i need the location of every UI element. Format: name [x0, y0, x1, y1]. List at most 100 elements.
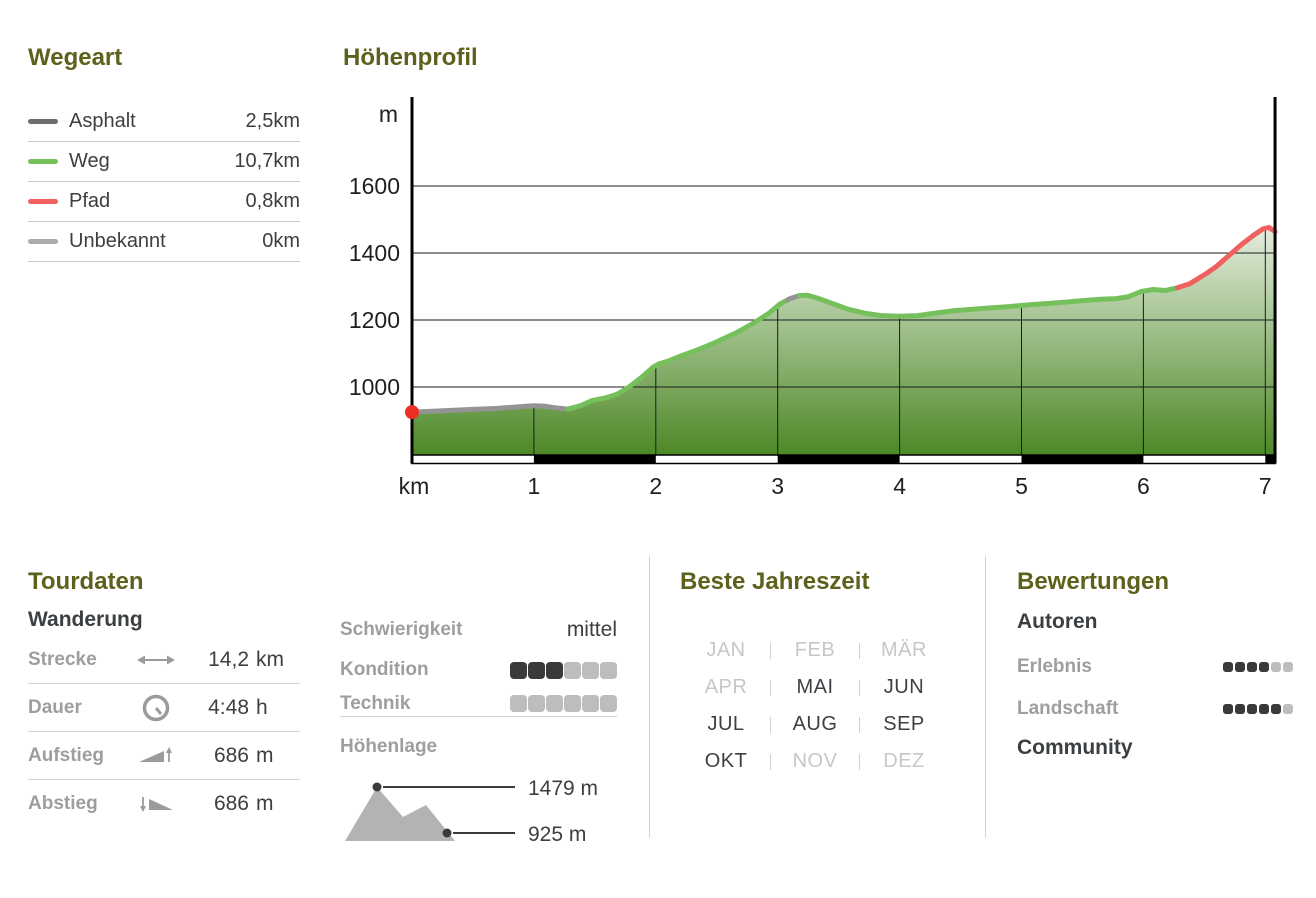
x-tick-label: 5	[1015, 473, 1028, 499]
ratings-section: Bewertungen Autoren Erlebnis Landschaft …	[1017, 560, 1293, 840]
ascent-row: Aufstieg 686 m	[28, 732, 300, 780]
month-row: JAN FEB MÄR	[682, 632, 948, 669]
month-sep: SEP	[883, 713, 925, 735]
rating-square	[1247, 662, 1257, 672]
x-tick-label: 2	[649, 473, 662, 499]
legend-label: Unbekannt	[69, 230, 166, 252]
rating-square	[1223, 704, 1233, 714]
descent-icon	[134, 795, 178, 813]
descent-value: 686	[213, 792, 249, 815]
month-mär: MÄR	[881, 639, 927, 661]
month-jun: JUN	[883, 676, 925, 698]
weg-line-swatch	[28, 159, 58, 164]
distance-row: Strecke 14,2 km	[28, 636, 300, 684]
legend-label: Weg	[69, 150, 110, 172]
rating-square	[564, 661, 581, 679]
legend-row-weg: Weg 10,7km	[28, 142, 300, 182]
month-aug: AUG	[792, 713, 838, 735]
y-tick-label: 1000	[350, 374, 400, 400]
y-tick-label: 1600	[350, 173, 400, 199]
profile-area-fill	[412, 227, 1276, 455]
ascent-label: Aufstieg	[28, 744, 104, 766]
properties-section: Schwierigkeit mittel Kondition Technik H…	[340, 560, 617, 860]
x-tick-label: 6	[1137, 473, 1150, 499]
unbekannt-line-swatch	[28, 239, 58, 244]
tourdaten-title: Tourdaten	[28, 568, 144, 595]
elevation-profile-chart[interactable]: 1000 1200 1400 1600 m km 1 2 3 4 5 6 7	[350, 90, 1300, 510]
month-grid: JAN FEB MÄR APR MAI JUN JUL AUG SEP OKT NOV DEZ	[682, 632, 948, 780]
rating-square	[528, 661, 545, 679]
hoehenprofil-title: Höhenprofil	[343, 44, 478, 71]
experience-label: Erlebnis	[1017, 656, 1092, 677]
legend-value: 10,7km	[234, 150, 300, 172]
section-divider	[985, 556, 986, 838]
start-point-marker[interactable]	[405, 405, 419, 420]
x-axis-unit: km	[399, 473, 430, 499]
legend-row-pfad: Pfad 0,8km	[28, 182, 300, 222]
y-axis-unit: m	[379, 101, 398, 127]
duration-label: Dauer	[28, 696, 82, 718]
legend-value: 2,5km	[245, 110, 300, 132]
legend-row-asphalt: Asphalt 2,5km	[28, 102, 300, 142]
descent-label: Abstieg	[28, 793, 98, 814]
rating-square	[1283, 662, 1293, 672]
authors-subtitle: Autoren	[1017, 610, 1098, 633]
stamina-rating	[509, 661, 617, 679]
community-subtitle: Community	[1017, 736, 1133, 759]
asphalt-line-swatch	[28, 119, 58, 124]
x-tick-label: 4	[893, 473, 906, 499]
wegeart-title: Wegeart	[28, 44, 123, 71]
rating-square	[582, 661, 599, 679]
tourdaten-section: Tourdaten Wanderung Strecke 14,2 km Daue…	[28, 560, 300, 840]
rating-square	[546, 661, 563, 679]
profile-line-weg	[565, 297, 790, 412]
month-okt: OKT	[704, 750, 748, 772]
x-tick-label: 7	[1259, 473, 1272, 499]
month-separator	[859, 716, 860, 733]
stamina-label: Kondition	[340, 659, 429, 680]
duration-unit: h	[256, 695, 268, 719]
altitude-label: Höhenlage	[340, 736, 438, 757]
rating-square	[582, 695, 599, 712]
max-altitude-value: 1479 m	[528, 777, 598, 800]
month-dez: DEZ	[883, 750, 925, 772]
descent-row: Abstieg 686 m	[28, 780, 300, 828]
rating-square	[1271, 662, 1281, 672]
month-feb: FEB	[794, 639, 836, 661]
y-tick-label: 1400	[350, 240, 400, 266]
mountain-icon	[345, 787, 455, 841]
duration-row: Dauer 4:48 h	[28, 684, 300, 732]
descent-unit: m	[256, 792, 274, 815]
ascent-unit: m	[256, 743, 274, 767]
distance-icon	[134, 652, 178, 668]
month-separator	[770, 753, 771, 770]
profile-line-asphalt	[409, 403, 571, 415]
rating-square	[1247, 704, 1257, 714]
month-row: APR MAI JUN	[682, 669, 948, 706]
difficulty-value: mittel	[566, 618, 617, 641]
month-separator	[859, 753, 860, 770]
profile-line-weg	[797, 285, 1180, 319]
month-row: OKT NOV DEZ	[682, 743, 948, 780]
profile-line-pfad	[1175, 225, 1278, 291]
x-tick-label: 1	[528, 473, 541, 499]
trail-type-legend: Asphalt 2,5km Weg 10,7km Pfad 0,8km Unbe…	[28, 102, 300, 262]
month-apr: APR	[704, 676, 748, 698]
rating-square	[546, 695, 563, 712]
rating-square	[1235, 662, 1245, 672]
month-separator	[770, 642, 771, 659]
min-altitude-value: 925 m	[528, 823, 586, 846]
month-mai: MAI	[796, 676, 834, 698]
month-separator	[770, 716, 771, 733]
rating-square	[510, 695, 527, 712]
rating-square	[1271, 704, 1281, 714]
rating-square	[528, 695, 545, 712]
landscape-rating	[1221, 704, 1293, 714]
distance-value: 14,2	[208, 647, 249, 671]
section-divider	[649, 556, 650, 838]
distance-label: Strecke	[28, 648, 97, 670]
activity-type: Wanderung	[28, 608, 143, 631]
experience-rating	[1221, 662, 1293, 672]
month-nov: NOV	[792, 750, 838, 772]
legend-label: Pfad	[69, 190, 111, 212]
